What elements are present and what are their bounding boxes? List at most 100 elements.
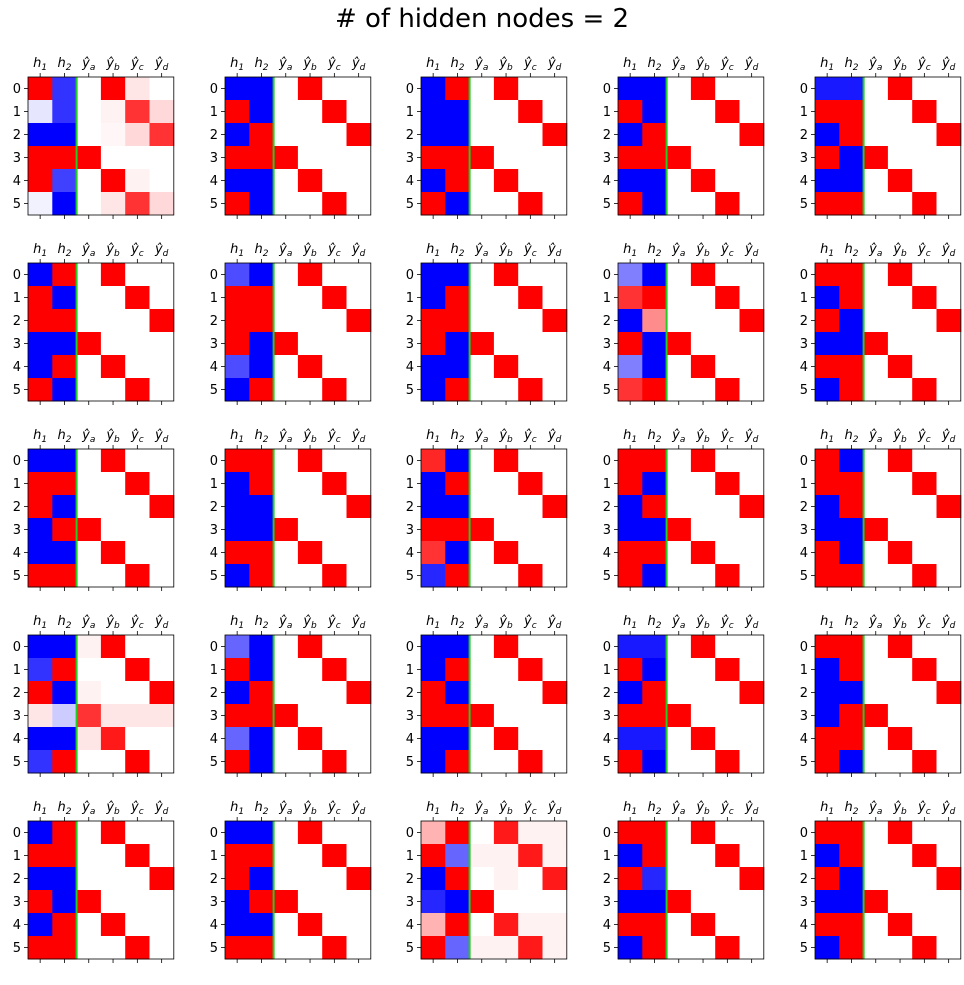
cell-r5-c0: [618, 936, 643, 960]
cell-r2-c3: [100, 681, 126, 705]
cell-r1-c2: [666, 100, 692, 124]
cell-r2-c3: [887, 681, 913, 705]
col-label: ŷd: [547, 428, 562, 445]
col-label: ŷb: [498, 242, 513, 259]
cell-r4-c4: [322, 169, 347, 193]
cell-r2-c2: [273, 681, 299, 705]
cell-r3-c3: [493, 890, 519, 914]
cell-r1-c2: [469, 100, 495, 124]
cell-r3-c1: [839, 332, 865, 356]
row-label: 4: [800, 732, 808, 747]
col-label: h1: [820, 242, 834, 259]
cell-r1-c4: [125, 658, 150, 682]
cell-r5-c4: [322, 936, 347, 960]
cell-r3-c4: [518, 518, 543, 542]
cell-r4-c0: [225, 169, 250, 193]
cell-r0-c4: [715, 821, 740, 845]
col-label: ŷa: [81, 800, 95, 817]
cell-r4-c0: [28, 727, 53, 751]
row-label: 5: [210, 197, 218, 212]
cell-r1-c3: [297, 658, 323, 682]
cell-r1-c2: [469, 844, 495, 868]
cell-r2-c5: [346, 867, 372, 891]
cell-r1-c4: [518, 100, 543, 124]
col-label: ŷb: [302, 56, 317, 73]
cell-r2-c0: [28, 867, 53, 891]
cell-r3-c1: [249, 704, 275, 728]
row-label: 4: [13, 360, 21, 375]
row-label: 0: [603, 826, 611, 841]
cell-r3-c1: [839, 518, 865, 542]
cell-r0-c0: [225, 77, 250, 101]
cell-r1-c4: [912, 100, 937, 124]
cell-r2-c4: [912, 867, 937, 891]
cell-r5-c1: [839, 378, 865, 402]
cell-r3-c3: [297, 518, 323, 542]
cell-r5-c5: [149, 192, 175, 216]
cell-r3-c5: [739, 332, 765, 356]
cell-r3-c1: [249, 332, 275, 356]
cell-r1-c1: [52, 286, 78, 310]
col-label: h1: [33, 800, 47, 817]
cell-r2-c1: [445, 681, 471, 705]
cell-r2-c0: [421, 495, 446, 519]
cell-r2-c5: [149, 867, 175, 891]
cell-r1-c5: [936, 844, 962, 868]
row-label: 4: [210, 918, 218, 933]
col-label: ŷb: [302, 614, 317, 631]
col-label: ŷc: [523, 800, 537, 817]
cell-r4-c3: [690, 541, 716, 565]
row-label: 2: [800, 128, 808, 143]
cell-r3-c3: [887, 890, 913, 914]
cell-r3-c1: [445, 146, 471, 170]
col-label: h2: [57, 800, 71, 817]
col-label: ŷc: [720, 614, 734, 631]
cell-r0-c2: [863, 263, 889, 287]
heatmap-panel-5: h1 h2 ŷa ŷb ŷc ŷd 0 1 2 3 4 5: [13, 242, 175, 405]
cell-r4-c4: [518, 169, 543, 193]
cell-r1-c4: [125, 100, 150, 124]
cell-r5-c0: [225, 936, 250, 960]
cell-r2-c3: [100, 309, 126, 333]
cell-r3-c2: [469, 704, 495, 728]
cell-r0-c1: [642, 263, 668, 287]
cell-r2-c0: [421, 681, 446, 705]
cell-r4-c3: [297, 913, 323, 937]
cell-r4-c4: [125, 913, 150, 937]
cell-r1-c5: [346, 100, 372, 124]
cell-r0-c1: [839, 449, 865, 473]
row-label: 5: [210, 383, 218, 398]
cell-r1-c2: [76, 100, 102, 124]
cell-r0-c5: [346, 449, 372, 473]
cell-r4-c1: [642, 169, 668, 193]
cell-r2-c5: [739, 495, 765, 519]
row-label: 1: [406, 849, 414, 864]
col-label: h2: [450, 428, 464, 445]
cell-r4-c1: [839, 355, 865, 379]
cell-r3-c0: [28, 332, 53, 356]
cell-r1-c5: [542, 658, 568, 682]
cell-r3-c3: [493, 146, 519, 170]
cell-r0-c4: [518, 77, 543, 101]
row-label: 3: [603, 337, 611, 352]
cell-r0-c4: [322, 635, 347, 659]
cell-r2-c5: [739, 309, 765, 333]
row-label: 5: [800, 755, 808, 770]
cell-r3-c0: [225, 890, 250, 914]
cell-r2-c2: [863, 123, 889, 147]
cell-r4-c4: [125, 169, 150, 193]
cell-r4-c5: [149, 355, 175, 379]
cell-r2-c2: [666, 681, 692, 705]
cell-r4-c4: [912, 727, 937, 751]
heatmap-panel-9: h1 h2 ŷa ŷb ŷc ŷd 0 1 2 3 4 5: [800, 242, 962, 405]
cell-r5-c1: [839, 936, 865, 960]
cell-r1-c1: [642, 844, 668, 868]
row-label: 1: [13, 105, 21, 120]
col-label: ŷc: [130, 428, 144, 445]
cell-r5-c4: [518, 750, 543, 774]
col-label: ŷd: [941, 428, 956, 445]
cell-r3-c5: [346, 518, 372, 542]
cell-r3-c0: [618, 518, 643, 542]
cell-r1-c0: [815, 286, 840, 310]
cell-r0-c3: [887, 635, 913, 659]
